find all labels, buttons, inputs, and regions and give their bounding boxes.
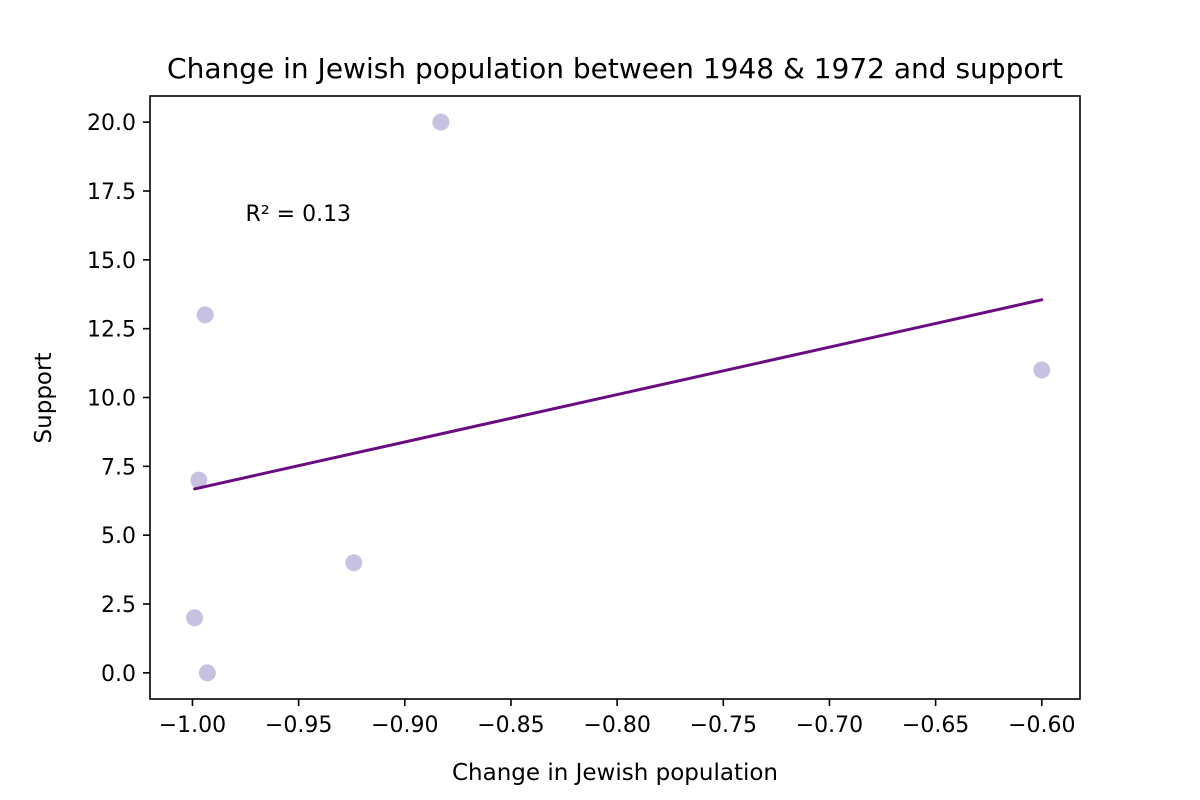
x-axis: −1.00 −0.95 −0.90 −0.85 −0.80 −0.75 −0.70 −0.65… bbox=[159, 699, 1075, 738]
y-tick-label: 15.0 bbox=[87, 249, 136, 274]
scatter-point bbox=[196, 306, 214, 324]
scatter-point bbox=[198, 664, 216, 682]
y-tick-label: 10.0 bbox=[87, 387, 136, 412]
scatter-point bbox=[432, 113, 450, 131]
r-squared-annotation: R² = 0.13 bbox=[246, 202, 352, 227]
x-tick-label: −0.75 bbox=[690, 713, 757, 738]
x-tick-label: −0.80 bbox=[583, 713, 650, 738]
scatter-point bbox=[190, 471, 208, 489]
scatter-point bbox=[345, 554, 363, 572]
x-tick-label: −0.65 bbox=[902, 713, 969, 738]
x-tick-label: −0.90 bbox=[371, 713, 438, 738]
y-tick-label: 17.5 bbox=[87, 180, 136, 205]
y-tick-label: 12.5 bbox=[87, 318, 136, 343]
regression-line bbox=[193, 298, 1044, 491]
y-tick-label: 5.0 bbox=[101, 524, 136, 549]
scatter-point bbox=[1033, 361, 1051, 379]
y-axis-label: Support bbox=[31, 353, 57, 444]
y-tick-label: 0.0 bbox=[101, 662, 136, 687]
x-tick-label: −1.00 bbox=[159, 713, 226, 738]
y-tick-label: 20.0 bbox=[87, 111, 136, 136]
chart-title: Change in Jewish population between 1948… bbox=[167, 52, 1063, 85]
y-tick-label: 7.5 bbox=[101, 455, 136, 480]
x-tick-label: −0.85 bbox=[477, 713, 544, 738]
y-axis: 0.0 2.5 5.0 7.5 10.0 12.5 15.0 17.5 20.0 bbox=[87, 111, 150, 687]
x-tick-label: −0.95 bbox=[265, 713, 332, 738]
y-tick-label: 2.5 bbox=[101, 593, 136, 618]
x-tick-label: −0.60 bbox=[1008, 713, 1075, 738]
x-tick-label: −0.70 bbox=[796, 713, 863, 738]
scatter-point bbox=[186, 609, 204, 627]
x-axis-label: Change in Jewish population bbox=[452, 760, 778, 786]
plot-area bbox=[186, 113, 1051, 682]
